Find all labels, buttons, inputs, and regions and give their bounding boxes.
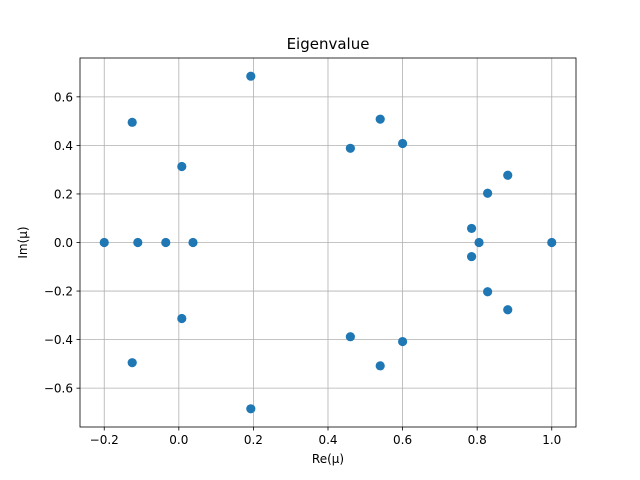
x-tick-label: 0.2 <box>244 433 263 447</box>
eigenvalue-point <box>161 237 171 248</box>
x-tick-label: 1.0 <box>542 433 561 447</box>
x-axis-label: Re(μ) <box>312 452 344 466</box>
eigenvalue-point <box>397 138 408 149</box>
eigenvalue-point <box>246 404 256 414</box>
eigenvalue-point <box>397 336 408 347</box>
eigenvalue-point <box>345 332 355 342</box>
x-tick-label: 0.0 <box>169 433 188 447</box>
x-tick-label: 0.6 <box>393 433 412 447</box>
eigenvalue-point <box>246 71 256 81</box>
x-tick-label: −0.2 <box>90 433 119 447</box>
data-points <box>99 71 557 414</box>
x-tick-label: 0.8 <box>468 433 487 447</box>
eigenvalue-point <box>483 287 493 297</box>
eigenvalue-point <box>127 117 137 127</box>
x-tick-label: 0.4 <box>318 433 337 447</box>
y-tick-label: −0.4 <box>44 333 73 347</box>
y-tick-label: 0.0 <box>54 236 73 250</box>
eigenvalue-point <box>188 237 198 248</box>
eigenvalue-point <box>375 361 385 371</box>
eigenvalue-point <box>375 114 385 124</box>
y-axis-label: Im(μ) <box>16 226 30 258</box>
eigenvalue-point <box>133 237 143 248</box>
axis-ticks: −0.2 0.0 0.2 0.4 0.6 0.8 1.0 −0.6 −0.4 −0.2 0.0 0.2… <box>44 90 561 447</box>
eigenvalue-point <box>466 251 477 262</box>
eigenvalue-point <box>345 143 355 153</box>
eigenvalue-point <box>99 237 109 248</box>
eigenvalue-point <box>127 358 137 368</box>
y-tick-label: −0.2 <box>44 285 73 299</box>
eigenvalue-point <box>474 237 484 248</box>
eigenvalue-point <box>503 305 513 315</box>
y-tick-label: −0.6 <box>44 382 73 396</box>
y-tick-label: 0.4 <box>54 139 73 153</box>
eigenvalue-point <box>547 237 557 248</box>
eigenvalue-point <box>177 313 187 324</box>
eigenvalue-point <box>483 188 493 198</box>
eigenvalue-point <box>466 223 477 234</box>
chart-title: Eigenvalue <box>287 35 370 53</box>
y-tick-label: 0.2 <box>54 187 73 201</box>
y-tick-label: 0.6 <box>54 90 73 104</box>
eigenvalue-point <box>503 170 513 180</box>
eigenvalue-point <box>177 161 187 172</box>
